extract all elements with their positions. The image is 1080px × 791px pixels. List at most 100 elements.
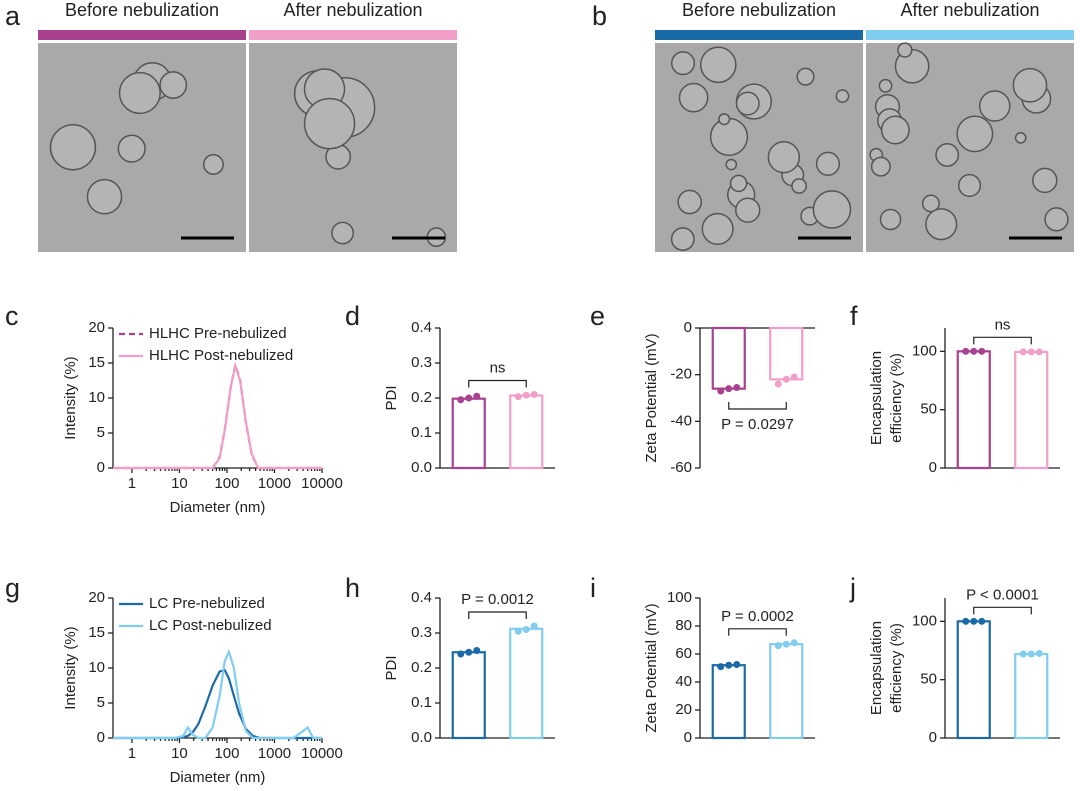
- vesicle: [159, 71, 188, 99]
- replicate-point: [465, 394, 473, 402]
- y-tick-label: 100: [667, 589, 692, 606]
- panel-letter: b: [592, 1, 607, 31]
- vesicle: [670, 51, 696, 76]
- y-tick-label: 0: [929, 729, 937, 746]
- panel-letter: a: [5, 1, 21, 31]
- y-tick-label: 0: [97, 729, 105, 746]
- group-color-bar: [249, 30, 457, 40]
- y-axis-label: Encapsulation: [868, 351, 885, 445]
- vesicle: [303, 97, 356, 150]
- significance-label: ns: [490, 359, 506, 376]
- micrograph-label: Before nebulization: [65, 0, 219, 20]
- vesicle: [978, 90, 1011, 122]
- replicate-point: [465, 648, 473, 656]
- vesicle: [921, 194, 940, 213]
- replicate-point: [717, 663, 725, 671]
- vesicle: [118, 71, 161, 115]
- x-axis-label: Diameter (nm): [170, 499, 266, 516]
- replicate-point: [790, 639, 798, 647]
- bar: [956, 350, 991, 470]
- micrograph-label: After nebulization: [900, 0, 1039, 20]
- vesicle: [729, 174, 748, 193]
- panel-letter: d: [345, 301, 360, 331]
- y-axis-label: Intensity (%): [62, 626, 79, 709]
- panel-letter: e: [590, 301, 605, 331]
- micrograph-label: Before nebulization: [682, 0, 836, 20]
- bar: [711, 664, 746, 740]
- y-axis-label: Intensity (%): [62, 356, 79, 439]
- vesicle: [878, 78, 893, 93]
- vesicle: [791, 178, 808, 194]
- bar: [509, 627, 544, 740]
- replicate-point: [530, 391, 538, 398]
- y-tick-label: 10: [88, 389, 105, 406]
- replicate-point: [1035, 348, 1043, 356]
- vesicle: [815, 151, 841, 176]
- vesicle: [677, 189, 703, 215]
- y-tick-label: 20: [88, 319, 105, 336]
- replicate-point: [522, 391, 530, 399]
- vesicle: [957, 173, 982, 198]
- y-axis-label: Zeta Potential (mV): [643, 603, 660, 732]
- vesicle: [735, 197, 761, 223]
- y-tick-label: 5: [97, 694, 105, 711]
- replicate-point: [1035, 649, 1043, 657]
- y-tick-label: 15: [88, 354, 105, 371]
- x-tick-label: 10: [171, 745, 188, 762]
- vesicle: [725, 158, 738, 171]
- significance-bracket: [728, 402, 787, 410]
- line-series: [113, 668, 322, 740]
- y-tick-label: -20: [670, 366, 692, 383]
- vesicle: [670, 227, 695, 251]
- significance-bracket: [468, 379, 527, 388]
- bar: [1014, 652, 1049, 740]
- y-tick-label: 0.0: [411, 729, 432, 746]
- vesicle: [1014, 131, 1027, 144]
- vesicle: [709, 117, 749, 156]
- y-tick-label: 50: [920, 401, 937, 418]
- vesicle: [678, 82, 709, 113]
- x-tick-label: 1: [128, 475, 136, 492]
- group-color-bar: [655, 30, 863, 40]
- replicate-point: [717, 387, 725, 395]
- panel-letter: f: [850, 301, 858, 331]
- vesicle: [796, 67, 815, 86]
- significance-bracket: [728, 628, 787, 636]
- y-tick-label: -60: [670, 459, 692, 476]
- replicate-point: [962, 347, 970, 355]
- y-tick-label: 0.1: [411, 694, 432, 711]
- vesicle: [202, 153, 224, 175]
- y-tick-label: 50: [920, 671, 937, 688]
- replicate-point: [1019, 650, 1027, 658]
- y-axis-label: Encapsulation: [868, 621, 885, 715]
- x-tick-label: 1000: [258, 475, 291, 492]
- y-tick-label: 0: [929, 459, 937, 476]
- bar: [711, 326, 746, 390]
- vesicle: [1044, 207, 1069, 232]
- y-tick-label: 5: [97, 424, 105, 441]
- panel-letter: j: [849, 573, 856, 603]
- replicate-point: [457, 650, 465, 658]
- replicate-point: [978, 617, 986, 625]
- group-color-bar: [866, 30, 1074, 40]
- y-tick-label: 60: [675, 645, 692, 662]
- significance-label: P = 0.0297: [721, 416, 794, 433]
- y-tick-label: 100: [912, 342, 937, 359]
- y-tick-label: 0.0: [411, 459, 432, 476]
- significance-label: P = 0.0002: [721, 608, 794, 625]
- vesicle: [935, 143, 960, 167]
- bar: [509, 394, 544, 470]
- replicate-point: [1019, 348, 1027, 356]
- vesicle: [699, 46, 737, 84]
- replicate-point: [774, 642, 782, 650]
- replicate-point: [782, 640, 790, 648]
- y-tick-label: 100: [912, 612, 937, 629]
- y-tick-label: 0.3: [411, 624, 432, 641]
- legend-label: LC Post-nebulized: [149, 617, 272, 634]
- vesicle: [956, 115, 994, 153]
- y-tick-label: 0.4: [411, 319, 432, 336]
- y-tick-label: 0: [97, 459, 105, 476]
- significance-label: ns: [995, 316, 1011, 333]
- vesicle: [49, 124, 97, 171]
